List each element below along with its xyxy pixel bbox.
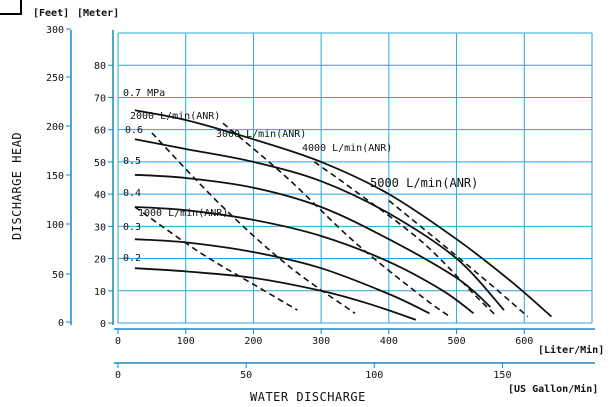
- right-y-tick-label: 40: [94, 190, 106, 201]
- left-y-tick-label: 50: [52, 270, 64, 281]
- left-y-tick-label: 250: [46, 73, 64, 84]
- corner-bracket-mark: [0, 0, 22, 15]
- x-secondary-tick-label: 100: [365, 370, 383, 381]
- x-primary-tick-label: 100: [177, 336, 195, 347]
- left-y-tick-label: 150: [46, 171, 64, 182]
- x-secondary-unit: [US Gallon/Min]: [508, 383, 598, 395]
- air-flow-line-2000-l-min-anr: [151, 132, 356, 314]
- right-y-tick-label: 80: [94, 61, 106, 72]
- x-primary-unit: [Liter/Min]: [538, 344, 604, 356]
- label-0.5: 0.5: [123, 156, 141, 167]
- x-secondary-tick-label: 50: [240, 370, 252, 381]
- pressure-curve-0.3: [134, 238, 430, 315]
- grid-lines: [117, 32, 593, 324]
- right-y-unit: [Meter]: [77, 8, 119, 19]
- x-primary-tick-label: 300: [312, 336, 330, 347]
- right-y-tick-label: 20: [94, 255, 106, 266]
- x-primary-tick-label: 400: [380, 336, 398, 347]
- right-y-tick-label: 10: [94, 287, 106, 298]
- label-5000-lmin: 5000 L/min(ANR): [370, 176, 478, 190]
- x-primary-tick-label: 200: [244, 336, 262, 347]
- x-primary-tick-label: 500: [448, 336, 466, 347]
- pressure-curve-0.2: [134, 267, 417, 321]
- label-4000-lmin: 4000 L/min(ANR): [302, 143, 392, 154]
- pressure-curve-0.7-mpa: [134, 109, 552, 318]
- left-y-tick-label: 100: [46, 220, 64, 231]
- label-0.6: 0.6: [125, 125, 143, 136]
- right-y-tick-label: 50: [94, 158, 106, 169]
- axes: 0 50 100 150 200 250 300 0 10 20 30 40 50 60 70 80 0 100 2…: [46, 25, 595, 381]
- air-flow-line-3000-l-min-anr: [222, 122, 451, 318]
- x-primary-tick-label: 600: [515, 336, 533, 347]
- left-y-unit: [Feet]: [33, 8, 69, 19]
- label-0.2: 0.2: [123, 253, 141, 264]
- air-flow-line-4000-l-min-anr: [313, 161, 498, 318]
- series-labels: 0.7 MPa 0.6 0.5 0.4 0.3 0.2 1000 L/min(A…: [123, 88, 478, 264]
- x-primary-tick-label: 0: [115, 336, 121, 347]
- y-axis-title: DISCHARGE HEAD: [10, 132, 24, 240]
- left-y-tick-label: 300: [46, 25, 64, 36]
- label-3000-lmin: 3000 L/min(ANR): [216, 129, 306, 140]
- x-secondary-tick-label: 150: [493, 370, 511, 381]
- x-axis-title: WATER DISCHARGE: [250, 390, 366, 404]
- right-y-tick-label: 0: [100, 319, 106, 330]
- label-2000-lmin: 2000 L/min(ANR): [130, 111, 220, 122]
- x-secondary-tick-label: 0: [115, 370, 121, 381]
- left-y-tick-label: 0: [58, 318, 64, 329]
- pressure-curve-0.4: [134, 206, 475, 315]
- pressure-curve-0.6: [134, 138, 505, 311]
- label-0.3: 0.3: [123, 222, 141, 233]
- label-0.4: 0.4: [123, 188, 141, 199]
- series-group: [134, 109, 552, 321]
- right-y-tick-label: 60: [94, 126, 106, 137]
- label-0.7-mpa: 0.7 MPa: [123, 88, 165, 99]
- air-flow-line-1000-l-min-anr: [134, 206, 298, 311]
- right-y-tick-label: 30: [94, 222, 106, 233]
- label-1000-lmin: 1000 L/min(ANR): [138, 208, 228, 219]
- pressure-curve-0.5: [134, 173, 491, 308]
- right-y-tick-label: 70: [94, 93, 106, 104]
- left-y-tick-label: 200: [46, 122, 64, 133]
